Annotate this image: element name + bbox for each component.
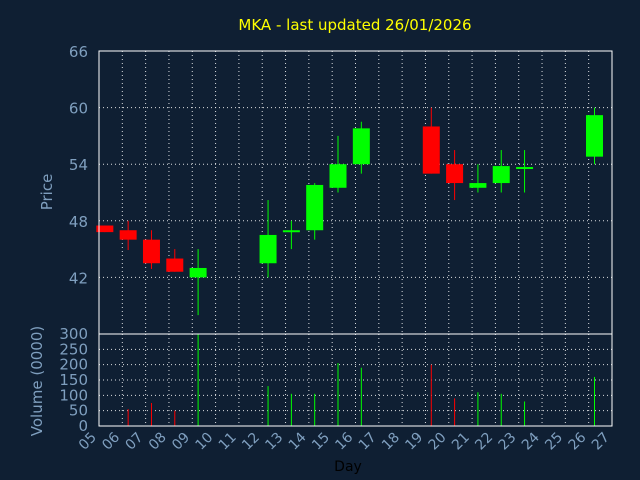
volume-panel-frame	[98, 333, 613, 427]
chart-title: MKA - last updated 26/01/2026	[238, 16, 471, 34]
price-tick-label: 66	[69, 43, 88, 61]
x-tick-label: 13	[262, 430, 286, 454]
volume-tick-label: 0	[78, 417, 88, 435]
candle-body	[189, 267, 207, 278]
x-tick-label: 12	[239, 430, 263, 454]
price-tick-label: 54	[69, 156, 88, 174]
x-tick-label: 14	[286, 429, 310, 453]
x-tick-label: 17	[356, 430, 380, 454]
x-tick-label: 07	[123, 430, 147, 454]
volume-tick-label: 50	[69, 402, 88, 420]
x-tick-label: 21	[449, 430, 473, 454]
price-y-axis-label: Price	[38, 174, 56, 211]
x-tick-label: 09	[169, 430, 193, 454]
x-tick-label: 27	[589, 430, 613, 454]
x-tick-label: 19	[402, 430, 426, 454]
x-tick-label: 26	[566, 429, 590, 453]
candle-body	[259, 234, 277, 264]
candle-body	[166, 258, 184, 272]
volume-tick-label: 250	[59, 340, 88, 358]
candle-body	[329, 164, 347, 188]
x-tick-label: 23	[496, 430, 520, 454]
x-tick-label: 20	[426, 430, 450, 454]
x-tick-label: 22	[472, 430, 496, 454]
x-tick-label: 16	[332, 429, 356, 453]
candle-body	[492, 166, 510, 184]
x-tick-label: 25	[542, 430, 566, 454]
volume-panel-grid	[99, 334, 612, 426]
volume-bars	[127, 334, 596, 426]
price-tick-label: 48	[69, 213, 88, 231]
x-tick-label: 15	[309, 430, 333, 454]
x-tick-label: 18	[379, 430, 403, 454]
x-axis-ticks: 05 06 07 08 09 10 11 12 13 14 15 16 17 18 19 20 21 22 23 24…	[76, 429, 613, 453]
price-y-axis-ticks: 42 48 54 60 66	[69, 43, 88, 287]
candle-body	[306, 184, 324, 231]
volume-tick-label: 150	[59, 371, 88, 389]
candle-bodies	[96, 115, 604, 278]
price-panel-grid	[99, 51, 612, 334]
price-tick-label: 42	[69, 269, 88, 287]
volume-tick-label: 300	[59, 325, 88, 343]
candle-body	[469, 183, 487, 188]
x-tick-label: 24	[519, 429, 543, 453]
volume-y-axis-label: Volume (0000)	[28, 326, 46, 436]
candle-body	[119, 230, 137, 240]
x-tick-label: 06	[99, 429, 123, 453]
candle-body	[352, 128, 370, 165]
candle-body	[282, 230, 300, 233]
candle-body	[142, 239, 160, 264]
volume-tick-label: 100	[59, 386, 88, 404]
x-tick-label: 10	[192, 430, 216, 454]
x-axis-label: Day	[334, 459, 362, 475]
price-tick-label: 60	[69, 100, 88, 118]
candle-wicks	[104, 107, 596, 316]
candle-body	[446, 164, 464, 184]
candle-body	[586, 115, 604, 157]
candle-body	[422, 126, 440, 174]
x-tick-label: 11	[216, 430, 240, 454]
x-tick-label: 08	[146, 430, 170, 454]
volume-tick-label: 200	[59, 356, 88, 374]
candle-body	[516, 167, 534, 170]
candle-body	[96, 225, 114, 233]
